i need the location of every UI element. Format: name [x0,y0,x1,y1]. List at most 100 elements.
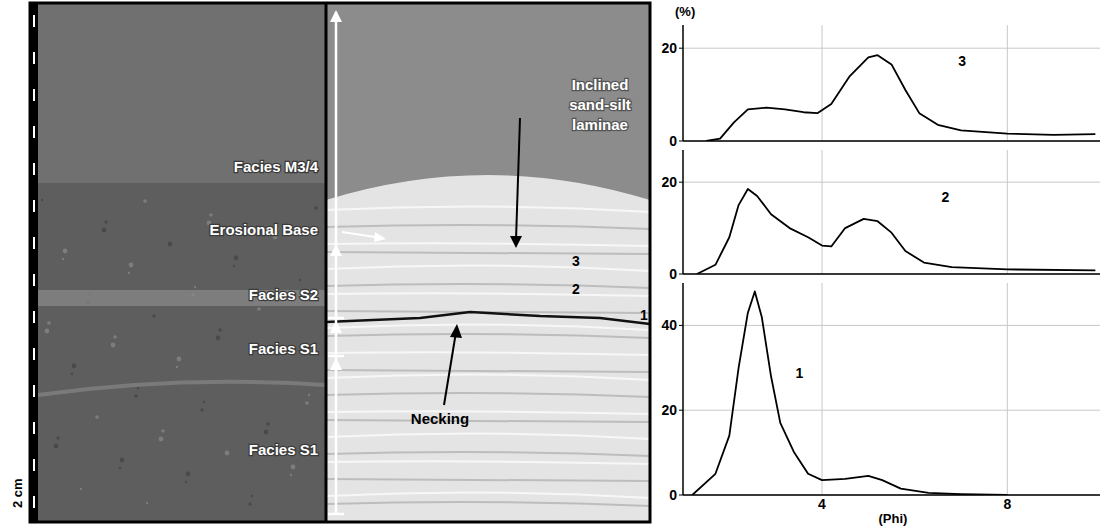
speckle [143,199,147,203]
xray-top [326,3,650,200]
speckle [290,474,292,476]
speckle [264,430,269,435]
x-tick-label: 4 [818,496,826,512]
scale-dash [33,15,35,27]
lamina [326,265,650,271]
y-tick-label: 20 [661,402,677,418]
arrow-head [330,10,342,22]
scale-dash [33,126,35,138]
curve-label: 2 [942,189,950,205]
scale-dash [33,348,35,360]
y-tick [679,325,683,326]
y-tick-label: 0 [669,133,677,149]
lamina [326,324,650,330]
y-tick [679,495,683,496]
grain-size-curve [697,189,1095,274]
speckle [200,408,204,412]
sample-number: 2 [572,281,580,297]
sample-number: 1 [640,307,648,323]
x-axis [683,273,1100,275]
lamina [38,382,326,395]
grid-x [1007,283,1008,495]
arrow-bar [328,513,344,516]
facies-label: Facies M3/4 [234,158,319,175]
scale-dash [33,459,35,471]
scale-label: 2 cm [10,478,25,508]
speckle [216,336,221,341]
speckle [129,263,134,268]
scale-dash [33,237,35,249]
speckle [71,373,73,375]
arrow-bar [328,355,344,358]
speckle [305,401,309,405]
y-tick-label: 20 [661,174,677,190]
facies-label: Facies S1 [249,340,318,357]
speckle [168,242,173,247]
lamina [326,293,650,296]
speckle [47,321,51,325]
speckle [233,265,235,267]
lamina [326,479,650,481]
speckle [176,366,178,368]
lamina [326,411,650,414]
lamina [326,461,650,464]
speckle [225,451,230,456]
lamina [326,243,650,246]
y-tick [679,48,683,49]
speckle [291,465,296,470]
crack [326,312,650,324]
speckle [45,329,50,334]
leader-head [374,232,386,242]
y-tick [679,274,683,275]
speckle [159,437,164,442]
speckle [120,458,125,463]
speckle [128,272,130,274]
speckle [80,488,82,490]
speckle [102,228,107,233]
grid-x [1007,150,1008,274]
y-tick-label: 40 [661,317,677,333]
y-tick-label: 0 [669,266,677,282]
grid-y [683,141,1100,142]
speckle [314,206,318,210]
interval-arrows [328,10,344,514]
speckle [111,343,116,348]
grid-x [822,283,823,495]
lamina [326,352,650,355]
speckle [41,199,43,201]
necking-label: Necking [411,410,469,427]
grain-size-panel: 0204048(Phi)1 [661,283,1100,526]
scale-dash [33,89,35,101]
lamina [326,492,650,498]
leader-head [510,236,522,248]
curves [706,55,1095,141]
facies-label: Facies S2 [249,286,318,303]
speckle [209,213,213,217]
grid-y [683,410,1100,411]
grid-y [683,495,1100,496]
core-photo [30,3,650,522]
arrow-head [330,358,342,370]
y-tick-label: 20 [661,40,677,56]
leader-head [450,324,462,338]
lamina [326,284,650,288]
speckle [104,220,108,224]
scale-dash [33,52,35,64]
lamina [326,370,650,372]
grid-y [683,274,1100,275]
speckle [72,364,77,369]
grain-size-curve [692,291,1007,495]
speckle [119,467,121,469]
speckle [95,415,99,419]
arrow-bar [328,317,344,320]
y-tick [679,141,683,142]
y-axis [682,150,684,274]
y-tick [679,182,683,183]
photo-right [326,3,650,522]
grain-size-curve [706,55,1095,141]
curve-label: 3 [958,53,966,69]
lamina [326,334,650,338]
speckle [299,279,301,281]
laminae-label: Inclinedsand-siltlaminae [569,76,631,133]
photo-left-top [38,3,326,183]
